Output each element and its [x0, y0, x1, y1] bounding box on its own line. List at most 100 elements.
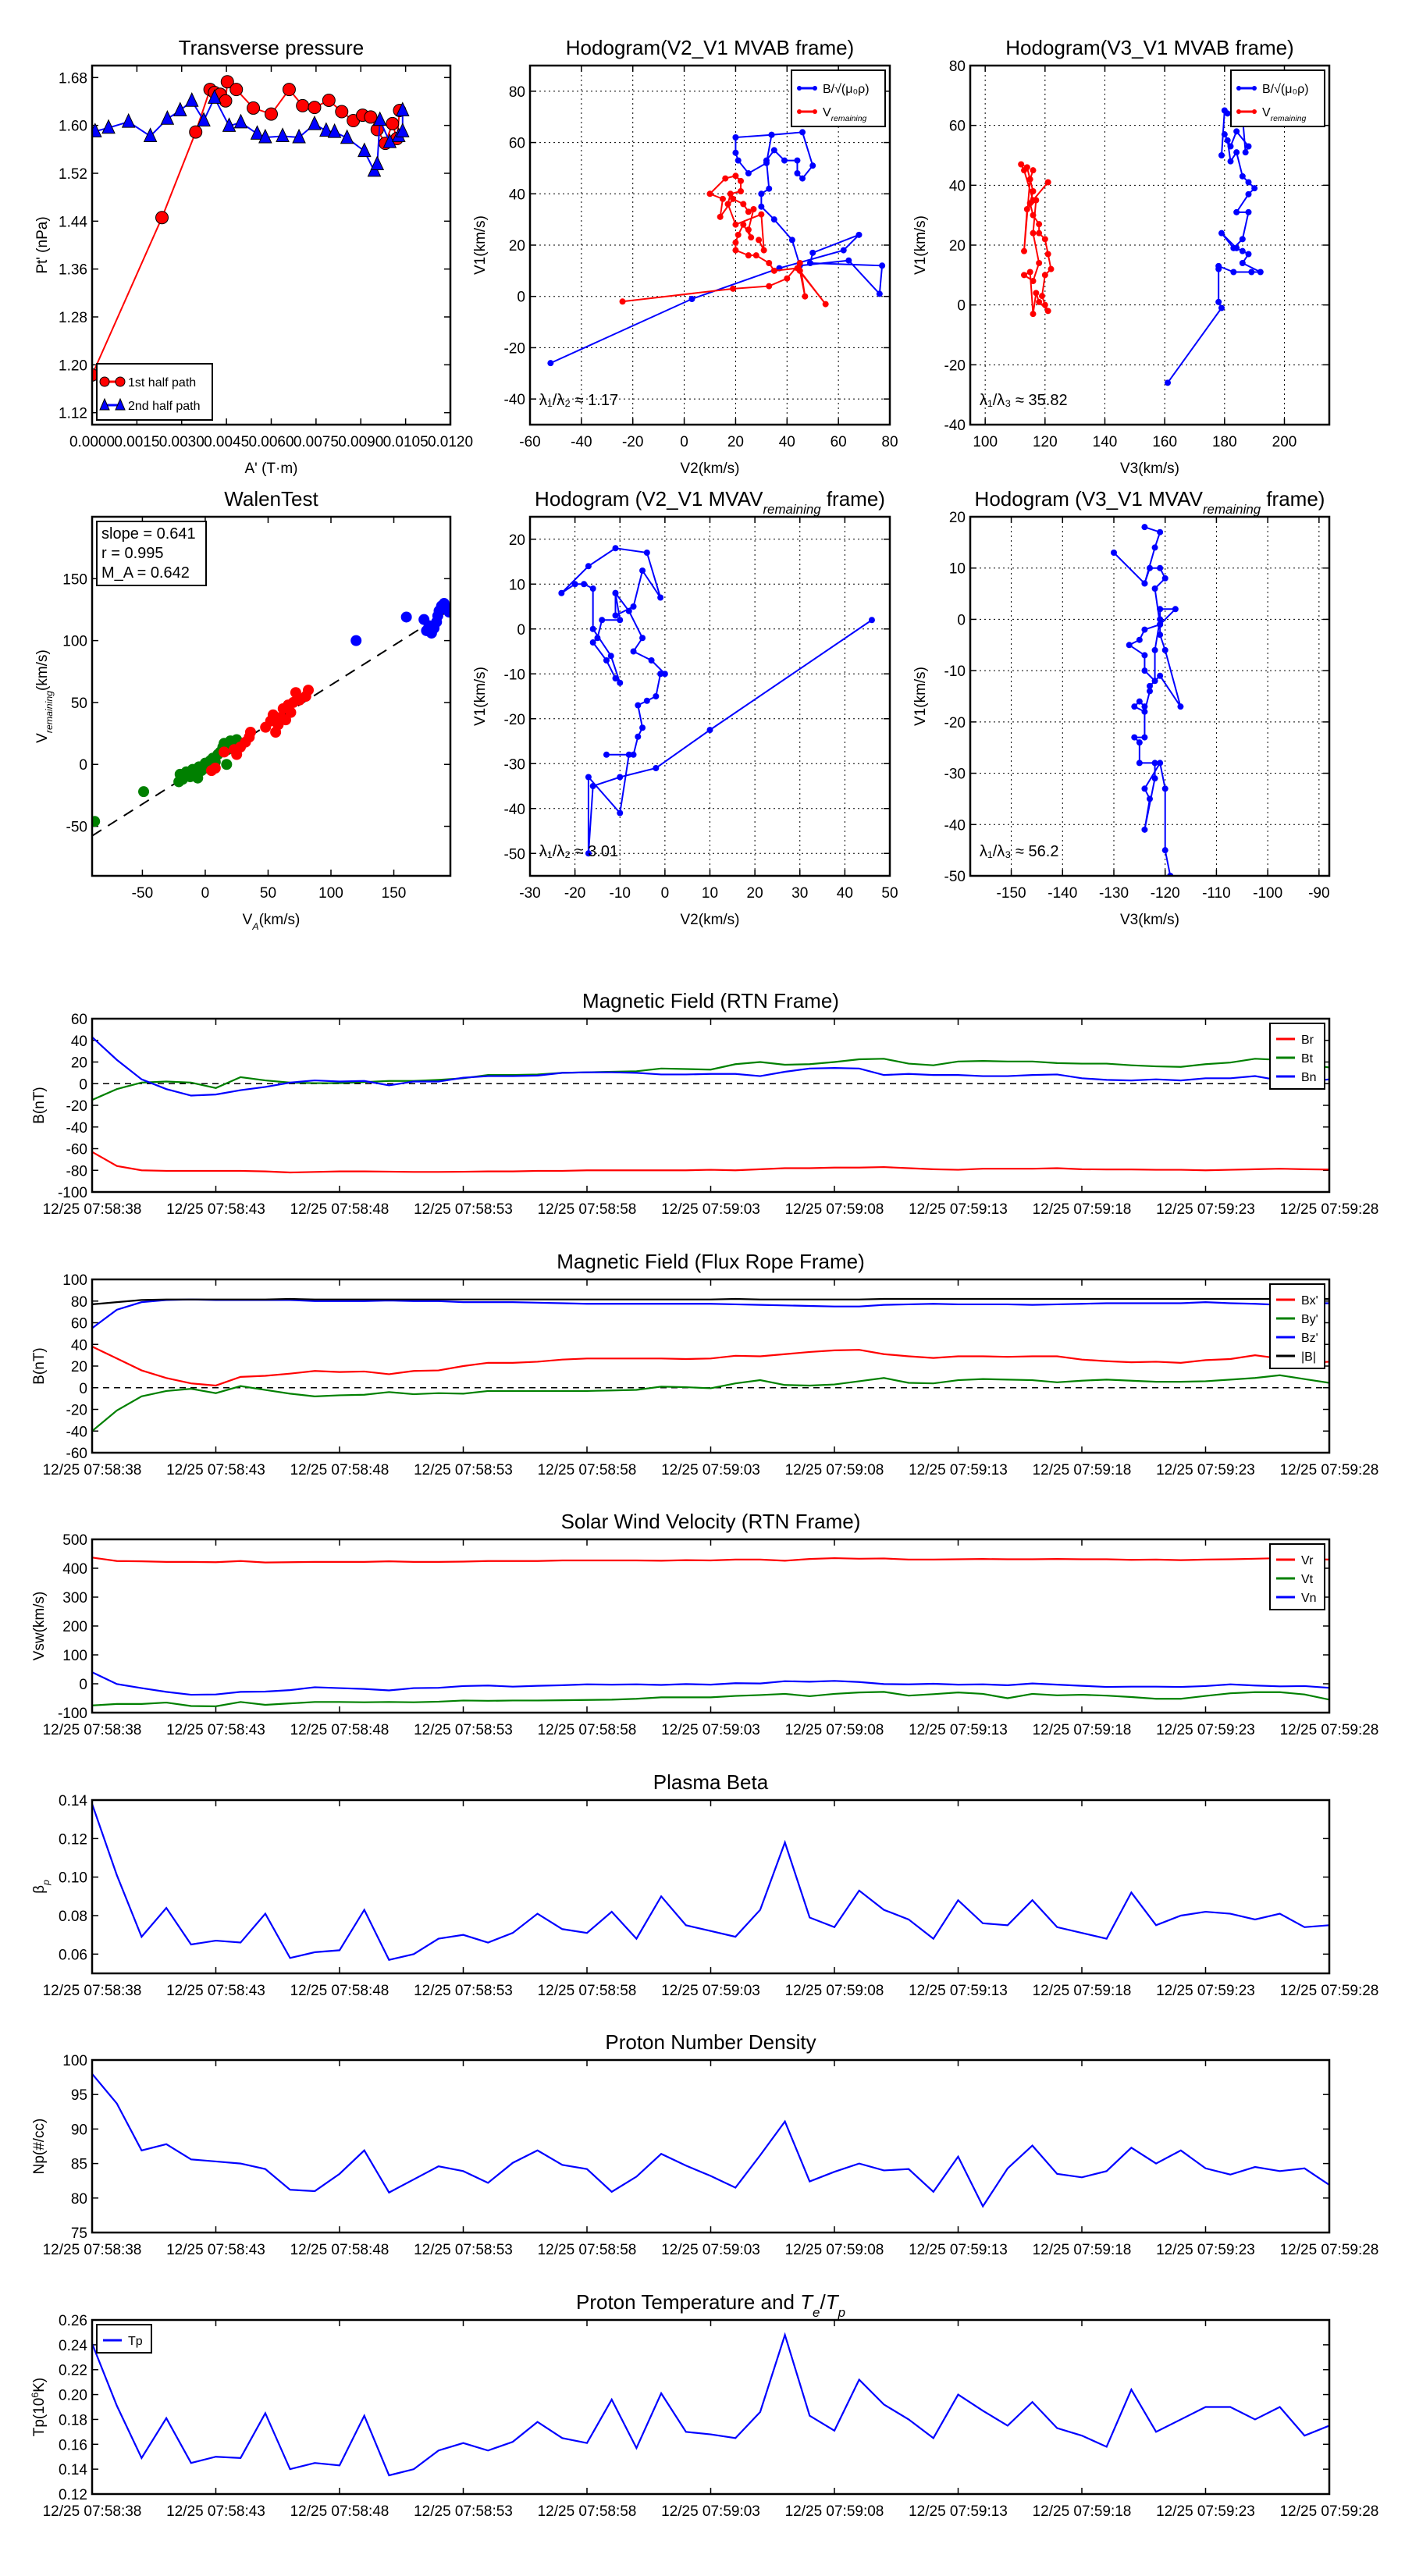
- y-tick-label: 500: [62, 1532, 87, 1549]
- data-point: [763, 159, 770, 166]
- x-tick-label: 12/25 07:59:28: [1280, 1201, 1379, 1218]
- data-point: [794, 157, 801, 164]
- y-axis-label: B(nT): [31, 1347, 48, 1385]
- data-point: [732, 247, 739, 254]
- data-point: [625, 607, 632, 614]
- hodogram-v2-v1-mvav-chart: Hodogram (V2_V1 MVAVremaining frame) -30 -…: [472, 487, 898, 928]
- data-point: [1230, 244, 1237, 251]
- data-point: [806, 260, 813, 266]
- plot-area: [92, 1036, 1329, 1174]
- x-tick-label: 12/25 07:59:23: [1156, 1722, 1255, 1738]
- data-point: [1141, 708, 1148, 715]
- hodogram-v2-v1-mvab-chart: Hodogram(V2_V1 MVAB frame) -60 -40 -20 0 20 40…: [472, 36, 898, 477]
- data-point: [1233, 208, 1240, 215]
- x-tick-label: 0.0105: [383, 434, 429, 450]
- axes-frame: [91, 1017, 1331, 1194]
- x-axis-label: V2(km/s): [681, 461, 740, 477]
- data-point: [581, 581, 588, 588]
- data-point: [784, 275, 791, 282]
- data-point: [1030, 167, 1037, 174]
- plot-area: [92, 2073, 1329, 2208]
- data-point: [802, 293, 809, 300]
- legend: Br Bt Bn: [1269, 1023, 1325, 1090]
- data-point: [770, 216, 777, 223]
- x-tick-label: 12/25 07:59:08: [785, 2242, 884, 2258]
- data-point: [1147, 682, 1153, 689]
- x-tick-label: 12/25 07:59:13: [909, 2503, 1008, 2520]
- axes-frame: [91, 1538, 1331, 1714]
- data-point: [738, 177, 745, 184]
- data-point: [1257, 269, 1264, 276]
- x-tick-label: 0.0045: [204, 434, 249, 450]
- y-axis-label-part: V: [34, 733, 51, 743]
- plot-area: [92, 1803, 1329, 1962]
- magnetic-field-flux-rope-chart: Magnetic Field (Flux Rope Frame) 12/25 07…: [31, 1250, 1378, 1478]
- series-line: [92, 1803, 1329, 1962]
- chart-title: Transverse pressure: [179, 36, 364, 59]
- data-point: [1136, 636, 1143, 643]
- x-axis-label: V2(km/s): [681, 912, 740, 928]
- data-point: [335, 105, 349, 119]
- legend-label: Bt: [1301, 1052, 1314, 1066]
- y-axis-label: B(nT): [31, 1087, 48, 1124]
- chart-title-part: /: [820, 2290, 826, 2314]
- x-tick-label: -140: [1048, 885, 1077, 902]
- x-tick-label: 12/25 07:59:23: [1156, 1201, 1255, 1218]
- chart-title: Plasma Beta: [653, 1770, 769, 1794]
- hodogram-v3-v1-mvab-chart: Hodogram(V3_V1 MVAB frame) 100 120 140 160 18…: [912, 36, 1331, 477]
- legend-label: Tp: [128, 2335, 143, 2348]
- data-point: [92, 816, 101, 827]
- y-tick-label: 100: [62, 1272, 87, 1289]
- x-tick-label: 12/25 07:58:38: [43, 1201, 142, 1218]
- series-line: [92, 1036, 1329, 1097]
- data-point: [1141, 703, 1148, 710]
- x-tick-label: -100: [1253, 885, 1282, 902]
- data-point: [308, 101, 322, 115]
- data-point: [594, 635, 601, 642]
- data-point: [1151, 544, 1158, 551]
- x-tick-label: 100: [973, 434, 998, 450]
- data-point: [1161, 646, 1168, 653]
- data-point: [1030, 188, 1037, 194]
- data-point: [1030, 278, 1037, 284]
- x-tick-label: 12/25 07:59:18: [1033, 1722, 1132, 1738]
- data-point: [1147, 564, 1153, 571]
- data-point: [748, 234, 755, 241]
- x-tick-label: 12/25 07:59:08: [785, 1462, 884, 1478]
- data-point: [617, 774, 624, 781]
- chart-title: Hodogram(V2_V1 MVAB frame): [566, 36, 854, 59]
- y-tick-label: 80: [71, 1294, 87, 1311]
- x-tick-label: -50: [132, 885, 153, 902]
- data-point: [1239, 247, 1246, 254]
- legend-label: Br: [1301, 1034, 1314, 1047]
- legend-marker: [99, 397, 110, 411]
- x-tick-label: 12/25 07:58:43: [166, 2242, 265, 2258]
- x-tick-label: -120: [1151, 885, 1180, 902]
- chart-title: Magnetic Field (RTN Frame): [582, 989, 839, 1012]
- data-point: [745, 226, 752, 233]
- data-point: [617, 809, 624, 817]
- x-tick-label: 12/25 07:59:03: [661, 1722, 760, 1738]
- x-tick-label: 12/25 07:59:23: [1156, 1983, 1255, 1999]
- chart-title-part: frame): [1261, 487, 1325, 511]
- legend-label: |B|: [1301, 1350, 1316, 1364]
- legend: B/√(μ₀ρ) Vremaining: [1230, 69, 1325, 127]
- data-point: [599, 617, 606, 624]
- data-point: [209, 763, 221, 774]
- data-point: [1111, 550, 1117, 556]
- data-point: [603, 657, 610, 664]
- data-point: [1251, 185, 1258, 192]
- series-line: [92, 1298, 1329, 1329]
- data-point: [173, 776, 185, 788]
- x-tick-label: 12/25 07:58:38: [43, 2242, 142, 2258]
- data-point: [822, 301, 829, 308]
- legend-label-part: remaining: [831, 115, 867, 123]
- x-tick-label: 12/25 07:58:43: [166, 1462, 265, 1478]
- y-tick-label: -50: [944, 869, 966, 885]
- y-tick-label: 100: [62, 1648, 87, 1664]
- data-point: [732, 149, 739, 156]
- y-tick-label: 10: [509, 577, 525, 593]
- data-point: [1126, 642, 1133, 649]
- data-point: [197, 112, 211, 127]
- x-tick-label: 12/25 07:58:58: [538, 1201, 637, 1218]
